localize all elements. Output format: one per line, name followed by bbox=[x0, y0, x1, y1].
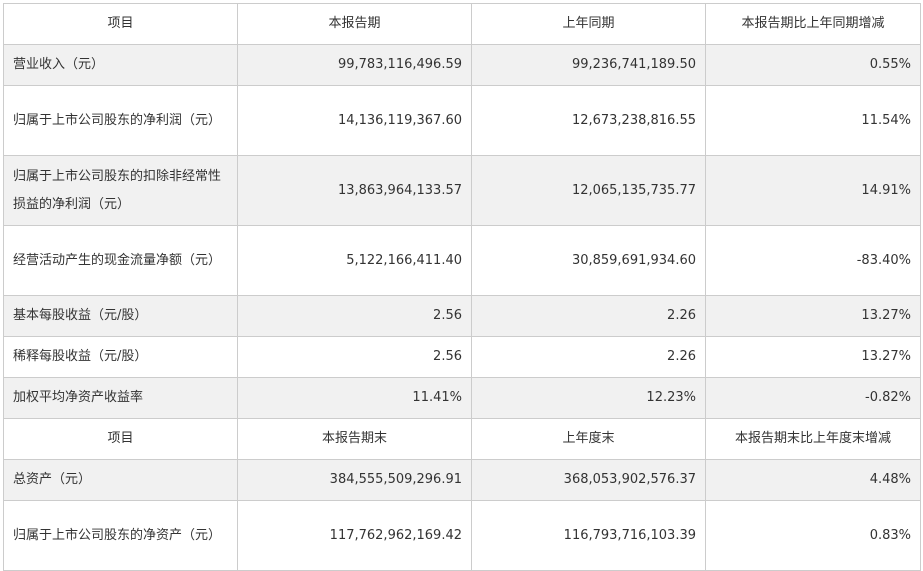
row-label: 归属于上市公司股东的净利润（元） bbox=[3, 85, 238, 156]
table-row: 稀释每股收益（元/股） 2.56 2.26 13.27% bbox=[3, 336, 921, 378]
current-value: 99,783,116,496.59 bbox=[237, 44, 472, 86]
prior-value: 12.23% bbox=[471, 377, 706, 419]
header-cell: 项目 bbox=[3, 418, 238, 460]
change-value: -0.82% bbox=[705, 377, 921, 419]
change-value: 4.48% bbox=[705, 459, 921, 501]
prior-value: 12,065,135,735.77 bbox=[471, 155, 706, 226]
current-value: 11.41% bbox=[237, 377, 472, 419]
current-value: 117,762,962,169.42 bbox=[237, 500, 472, 571]
row-label: 基本每股收益（元/股） bbox=[3, 295, 238, 337]
table-row: 归属于上市公司股东的净利润（元） 14,136,119,367.60 12,67… bbox=[3, 85, 921, 156]
table-row: 基本每股收益（元/股） 2.56 2.26 13.27% bbox=[3, 295, 921, 337]
table-row: 加权平均净资产收益率 11.41% 12.23% -0.82% bbox=[3, 377, 921, 419]
header-cell: 上年度末 bbox=[471, 418, 706, 460]
current-value: 5,122,166,411.40 bbox=[237, 225, 472, 296]
prior-value: 116,793,716,103.39 bbox=[471, 500, 706, 571]
row-label: 总资产（元） bbox=[3, 459, 238, 501]
change-value: 11.54% bbox=[705, 85, 921, 156]
change-value: 13.27% bbox=[705, 295, 921, 337]
current-value: 2.56 bbox=[237, 295, 472, 337]
change-value: 13.27% bbox=[705, 336, 921, 378]
prior-value: 2.26 bbox=[471, 336, 706, 378]
current-value: 13,863,964,133.57 bbox=[237, 155, 472, 226]
header-cell: 本报告期末比上年度末增减 bbox=[705, 418, 921, 460]
row-label: 归属于上市公司股东的净资产（元） bbox=[3, 500, 238, 571]
table-row: 归属于上市公司股东的净资产（元） 117,762,962,169.42 116,… bbox=[3, 500, 921, 571]
change-value: 0.55% bbox=[705, 44, 921, 86]
row-label: 稀释每股收益（元/股） bbox=[3, 336, 238, 378]
row-label: 营业收入（元） bbox=[3, 44, 238, 86]
row-label: 经营活动产生的现金流量净额（元） bbox=[3, 225, 238, 296]
prior-value: 30,859,691,934.60 bbox=[471, 225, 706, 296]
header-cell: 上年同期 bbox=[471, 3, 706, 45]
table-row: 经营活动产生的现金流量净额（元） 5,122,166,411.40 30,859… bbox=[3, 225, 921, 296]
change-value: 0.83% bbox=[705, 500, 921, 571]
table-row: 营业收入（元） 99,783,116,496.59 99,236,741,189… bbox=[3, 44, 921, 86]
table-row: 总资产（元） 384,555,509,296.91 368,053,902,57… bbox=[3, 459, 921, 501]
table-header-row: 项目 本报告期 上年同期 本报告期比上年同期增减 bbox=[3, 3, 921, 45]
current-value: 14,136,119,367.60 bbox=[237, 85, 472, 156]
financial-summary-table: 项目 本报告期 上年同期 本报告期比上年同期增减 营业收入（元） 99,783,… bbox=[3, 3, 921, 571]
table-subheader-row: 项目 本报告期末 上年度末 本报告期末比上年度末增减 bbox=[3, 418, 921, 460]
header-cell: 本报告期末 bbox=[237, 418, 472, 460]
row-label: 加权平均净资产收益率 bbox=[3, 377, 238, 419]
prior-value: 2.26 bbox=[471, 295, 706, 337]
current-value: 2.56 bbox=[237, 336, 472, 378]
change-value: -83.40% bbox=[705, 225, 921, 296]
header-cell: 项目 bbox=[3, 3, 238, 45]
current-value: 384,555,509,296.91 bbox=[237, 459, 472, 501]
table-row: 归属于上市公司股东的扣除非经常性损益的净利润（元） 13,863,964,133… bbox=[3, 155, 921, 226]
prior-value: 368,053,902,576.37 bbox=[471, 459, 706, 501]
row-label: 归属于上市公司股东的扣除非经常性损益的净利润（元） bbox=[3, 155, 238, 226]
prior-value: 99,236,741,189.50 bbox=[471, 44, 706, 86]
change-value: 14.91% bbox=[705, 155, 921, 226]
header-cell: 本报告期 bbox=[237, 3, 472, 45]
header-cell: 本报告期比上年同期增减 bbox=[705, 3, 921, 45]
prior-value: 12,673,238,816.55 bbox=[471, 85, 706, 156]
